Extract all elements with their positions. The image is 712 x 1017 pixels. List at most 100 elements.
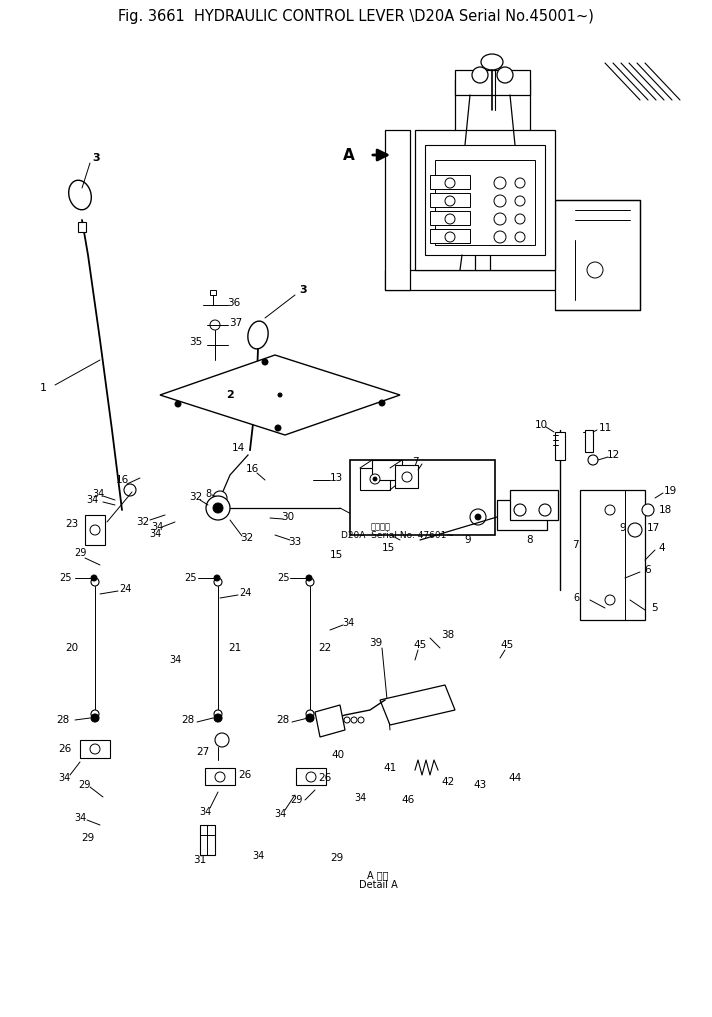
- Circle shape: [373, 477, 377, 481]
- Circle shape: [210, 320, 220, 330]
- Bar: [350, 460, 495, 535]
- Circle shape: [605, 505, 615, 515]
- Text: 33: 33: [288, 537, 302, 547]
- Circle shape: [402, 472, 412, 482]
- Bar: [585, 430, 593, 452]
- Text: 34: 34: [199, 807, 211, 817]
- Text: 25: 25: [277, 573, 289, 583]
- Bar: [210, 290, 216, 295]
- Text: 34: 34: [151, 522, 163, 532]
- Circle shape: [330, 717, 336, 723]
- Circle shape: [275, 425, 281, 431]
- Circle shape: [515, 214, 525, 224]
- Circle shape: [358, 717, 364, 723]
- Text: 4: 4: [659, 543, 665, 553]
- Text: 34: 34: [58, 773, 70, 783]
- Polygon shape: [455, 70, 530, 95]
- Polygon shape: [160, 355, 400, 435]
- Text: 27: 27: [197, 747, 209, 757]
- Ellipse shape: [481, 54, 503, 70]
- Circle shape: [215, 772, 225, 782]
- Text: 28: 28: [182, 715, 194, 725]
- Polygon shape: [510, 490, 558, 520]
- Circle shape: [124, 484, 136, 496]
- Circle shape: [472, 67, 488, 83]
- Polygon shape: [415, 130, 555, 270]
- Text: 15: 15: [330, 550, 343, 560]
- Text: 34: 34: [74, 813, 86, 823]
- Polygon shape: [385, 130, 410, 290]
- Text: 3: 3: [92, 153, 100, 163]
- Circle shape: [90, 744, 100, 754]
- Circle shape: [90, 525, 100, 535]
- Text: 34: 34: [92, 489, 104, 499]
- Polygon shape: [85, 515, 105, 545]
- Circle shape: [494, 177, 506, 189]
- Circle shape: [515, 196, 525, 206]
- Circle shape: [337, 717, 343, 723]
- Circle shape: [175, 401, 181, 407]
- Circle shape: [306, 714, 314, 722]
- Text: 17: 17: [646, 523, 659, 533]
- Text: 32: 32: [241, 533, 253, 543]
- Text: 32: 32: [137, 517, 150, 527]
- Bar: [430, 193, 470, 207]
- Text: 26: 26: [239, 770, 251, 780]
- Text: 2: 2: [226, 390, 234, 400]
- Text: A: A: [343, 147, 355, 163]
- Circle shape: [215, 733, 229, 747]
- Text: 23: 23: [66, 519, 78, 529]
- Polygon shape: [435, 160, 535, 245]
- Text: 19: 19: [664, 486, 676, 496]
- Text: 29: 29: [78, 780, 90, 790]
- Circle shape: [605, 595, 615, 605]
- Text: 34: 34: [169, 655, 181, 665]
- Text: 25: 25: [184, 573, 197, 583]
- Text: 20: 20: [66, 643, 78, 653]
- Circle shape: [214, 575, 220, 581]
- Polygon shape: [200, 825, 215, 855]
- Polygon shape: [555, 200, 640, 310]
- Ellipse shape: [248, 321, 268, 349]
- Ellipse shape: [68, 180, 91, 210]
- Circle shape: [515, 232, 525, 242]
- Circle shape: [494, 195, 506, 207]
- Circle shape: [91, 714, 99, 722]
- Text: 25: 25: [59, 573, 71, 583]
- Text: 9: 9: [619, 523, 627, 533]
- Text: 10: 10: [535, 420, 548, 430]
- Text: 6: 6: [644, 565, 651, 575]
- Circle shape: [213, 491, 227, 505]
- Circle shape: [515, 178, 525, 188]
- Circle shape: [588, 455, 598, 465]
- Text: 16: 16: [246, 464, 258, 474]
- Bar: [430, 229, 470, 243]
- Text: 41: 41: [383, 763, 397, 773]
- Text: 18: 18: [659, 505, 671, 515]
- Text: 42: 42: [441, 777, 455, 787]
- Circle shape: [306, 772, 316, 782]
- Circle shape: [306, 710, 314, 718]
- Text: 28: 28: [276, 715, 290, 725]
- Text: 1: 1: [39, 383, 46, 393]
- Text: 31: 31: [194, 855, 206, 865]
- Text: 34: 34: [87, 495, 99, 505]
- Text: 14: 14: [231, 443, 245, 453]
- Bar: [430, 175, 470, 189]
- Circle shape: [470, 508, 486, 525]
- Text: 6: 6: [574, 593, 580, 603]
- Circle shape: [213, 503, 223, 513]
- Text: A 詳細: A 詳細: [367, 870, 389, 880]
- Text: 32: 32: [189, 492, 203, 502]
- Bar: [555, 432, 565, 460]
- Text: 34: 34: [354, 793, 366, 803]
- Text: 44: 44: [508, 773, 522, 783]
- Text: Detail A: Detail A: [359, 880, 397, 890]
- Circle shape: [370, 474, 380, 484]
- Circle shape: [278, 393, 282, 397]
- Polygon shape: [315, 705, 345, 737]
- Text: 45: 45: [501, 640, 513, 650]
- Text: 40: 40: [332, 750, 345, 760]
- Circle shape: [262, 359, 268, 365]
- Text: 9: 9: [465, 535, 471, 545]
